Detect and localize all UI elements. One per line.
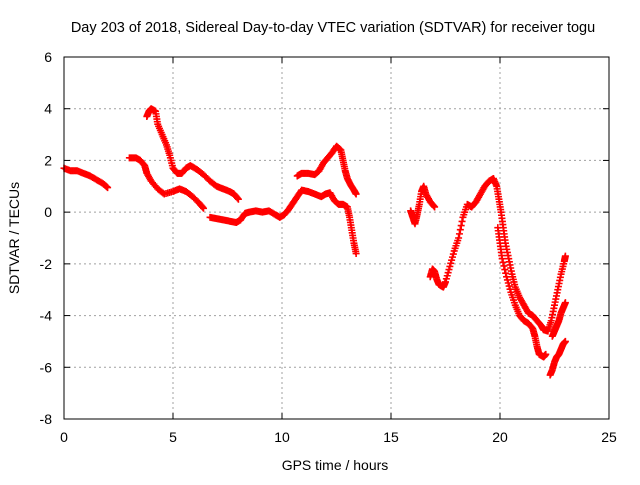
x-tick-label: 10 bbox=[274, 429, 290, 445]
data-series-pass-8 bbox=[494, 224, 550, 361]
data-point-marker bbox=[104, 184, 112, 192]
data-point-marker bbox=[499, 258, 507, 266]
y-tick-label: 2 bbox=[44, 152, 52, 168]
x-tick-label: 0 bbox=[60, 429, 68, 445]
chart-title: Day 203 of 2018, Sidereal Day-to-day VTE… bbox=[71, 20, 595, 36]
x-tick-label: 5 bbox=[169, 429, 177, 445]
x-tick-label: 20 bbox=[492, 429, 508, 445]
data-point-marker bbox=[352, 190, 360, 198]
data-point-marker bbox=[561, 337, 569, 345]
data-point-marker bbox=[200, 204, 208, 212]
data-point-marker bbox=[455, 230, 463, 238]
data-point-marker bbox=[498, 255, 506, 263]
data-series-pass-4 bbox=[206, 186, 360, 258]
data-point-marker bbox=[501, 266, 509, 274]
data-point-marker bbox=[199, 203, 207, 211]
data-point-marker bbox=[457, 222, 465, 230]
data-series-pass-3 bbox=[143, 105, 242, 203]
data-series-pass-5 bbox=[293, 142, 360, 198]
data-point-marker bbox=[500, 262, 508, 270]
plot-frame bbox=[63, 56, 610, 420]
data-point-marker bbox=[502, 269, 510, 277]
data-point-marker bbox=[561, 299, 569, 307]
y-tick-label: 4 bbox=[44, 101, 52, 117]
data-point-marker bbox=[542, 350, 550, 358]
data-point-marker bbox=[430, 202, 438, 210]
y-tick-label: -6 bbox=[40, 359, 53, 375]
y-tick-label: -8 bbox=[40, 411, 53, 427]
data-series bbox=[60, 105, 569, 379]
y-axis-label: SDTVAR / TECUs bbox=[6, 182, 22, 294]
data-series-pass-1 bbox=[60, 164, 112, 192]
y-tick-label: -4 bbox=[40, 308, 53, 324]
data-point-marker bbox=[561, 252, 569, 260]
data-point-marker bbox=[234, 194, 242, 202]
data-series-pass-7 bbox=[426, 175, 569, 335]
y-tick-label: -2 bbox=[40, 256, 53, 272]
y-tick-label: 6 bbox=[44, 49, 52, 65]
data-series-pass-6 bbox=[407, 182, 439, 228]
y-tick-label: 0 bbox=[44, 204, 52, 220]
data-point-marker bbox=[352, 250, 360, 258]
data-point-marker bbox=[455, 234, 463, 242]
x-tick-label: 15 bbox=[383, 429, 399, 445]
data-point-marker bbox=[458, 217, 466, 225]
data-series-pass-9 bbox=[546, 337, 569, 379]
data-point-marker bbox=[431, 203, 439, 211]
data-series-pass-10 bbox=[548, 299, 569, 340]
x-tick-label: 25 bbox=[601, 429, 617, 445]
data-point-marker bbox=[456, 226, 464, 234]
data-point-marker bbox=[234, 195, 242, 203]
x-axis-label: GPS time / hours bbox=[282, 457, 389, 473]
data-series-pass-2 bbox=[125, 154, 208, 212]
